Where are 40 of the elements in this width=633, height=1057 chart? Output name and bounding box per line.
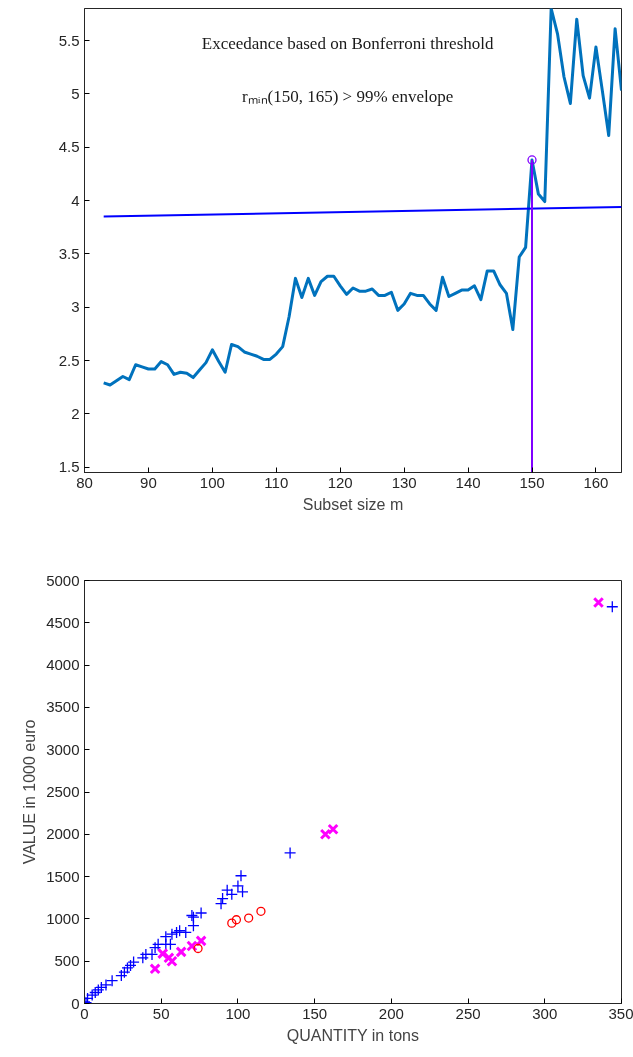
x-tick-label: 90: [140, 473, 157, 491]
y-tick-label: 2: [71, 404, 80, 422]
y-tick-label: 5: [71, 84, 80, 102]
y-tick-label: 4: [71, 191, 80, 209]
y-tick-label: 3000: [46, 740, 80, 758]
y-axis-title: VALUE in 1000 euro: [21, 719, 39, 865]
annotation: rₘᵢₙ(150, 165) > 99% envelope: [242, 87, 454, 107]
x-tick-label: 50: [152, 1004, 170, 1022]
x-tick-label: 350: [608, 1004, 633, 1022]
y-tick-label: 2.5: [58, 351, 80, 369]
y-tick-label: 3.5: [58, 244, 80, 262]
y-tick-label: 4000: [46, 656, 80, 674]
y-tick-label: 500: [54, 952, 80, 970]
y-tick-label: 4.5: [58, 138, 80, 156]
x-tick-label: 80: [76, 473, 93, 491]
x-axis-title: QUANTITY in tons: [286, 1026, 419, 1044]
x-tick-label: 140: [455, 473, 481, 491]
annotation: Exceedance based on Bonferroni threshold: [201, 33, 494, 53]
x-tick-label: 150: [302, 1004, 328, 1022]
y-tick-label: 5.5: [58, 31, 80, 49]
x-tick-label: 160: [583, 473, 609, 491]
x-tick-label: 100: [225, 1004, 251, 1022]
y-tick-label: 4500: [46, 613, 80, 631]
x-tick-label: 200: [378, 1004, 404, 1022]
y-tick-label: 1000: [46, 909, 80, 927]
y-tick-label: 2000: [46, 825, 80, 843]
y-tick-label: 1.5: [58, 458, 80, 476]
y-tick-label: 3500: [46, 698, 80, 716]
y-tick-label: 5000: [46, 571, 80, 589]
x-tick-label: 150: [519, 473, 545, 491]
x-tick-label: 130: [391, 473, 417, 491]
x-tick-label: 100: [199, 473, 225, 491]
y-tick-label: 3: [71, 298, 80, 316]
y-tick-label: 1500: [46, 867, 80, 885]
x-tick-label: 250: [455, 1004, 481, 1022]
x-tick-label: 300: [532, 1004, 558, 1022]
x-tick-label: 120: [327, 473, 353, 491]
x-tick-label: 110: [264, 473, 289, 491]
y-tick-label: 2500: [46, 783, 80, 800]
x-axis-title: Subset size m: [302, 495, 404, 513]
